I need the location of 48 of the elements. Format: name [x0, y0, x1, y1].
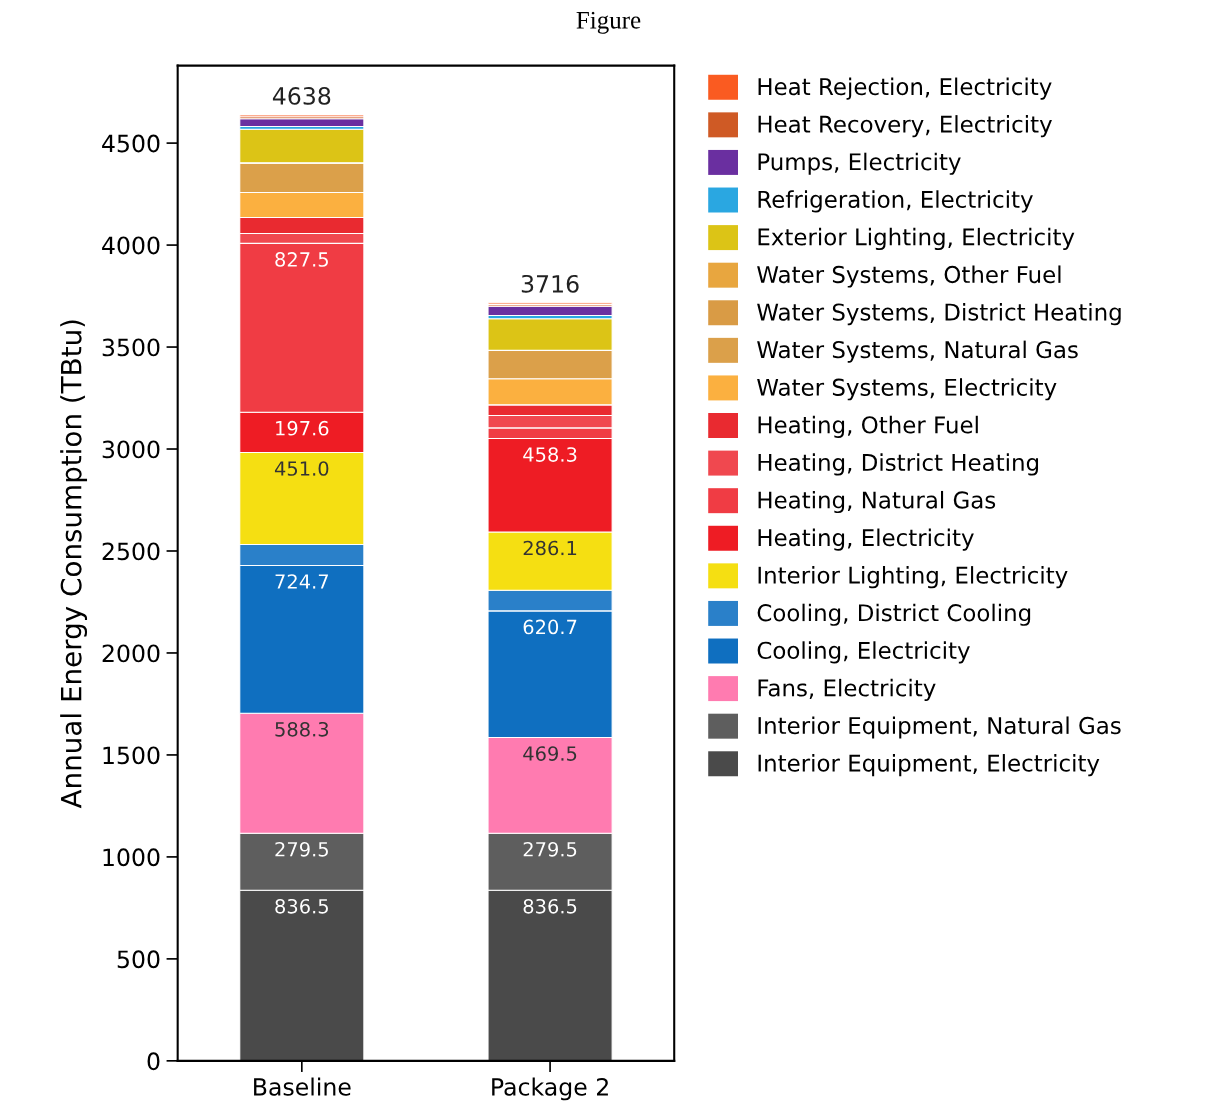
- data-label: 197.6: [276, 420, 329, 436]
- y-axis-title: Annual Energy Consumption (TBtu): [60, 320, 88, 809]
- data-label: 451.0: [274, 461, 329, 476]
- data-label: 458.3: [523, 447, 577, 462]
- y-tick-label: 2000: [102, 644, 160, 663]
- y-tick-label: 1500: [103, 746, 160, 765]
- legend-label: Water Systems, Other Fuel: [757, 265, 1061, 288]
- x-tick-label: Package 2: [492, 1077, 608, 1101]
- legend-label: Fans, Electricity: [758, 678, 936, 702]
- total-label: 4638: [272, 86, 331, 105]
- legend-label: Heating, District Heating: [758, 453, 1039, 476]
- legend-label: Pumps, Electricity: [758, 152, 961, 175]
- y-tick-label: 1000: [103, 848, 160, 867]
- legend-label: Exterior Lighting, Electricity: [758, 227, 1075, 251]
- total-label: 3716: [521, 274, 579, 293]
- legend-label: Heat Recovery, Electricity: [758, 115, 1052, 138]
- legend-label: Interior Lighting, Electricity: [758, 566, 1068, 589]
- legend-label: Cooling, Electricity: [757, 641, 970, 664]
- legend-label: Heating, Electricity: [758, 528, 974, 551]
- data-label: 286.1: [523, 540, 577, 556]
- y-tick-label: 4000: [102, 236, 160, 255]
- y-tick-label: 2500: [102, 542, 160, 561]
- data-label: 279.5: [275, 841, 328, 857]
- y-tick-label: 500: [117, 950, 160, 969]
- x-tick-label: Baseline: [254, 1077, 351, 1096]
- data-label: 588.3: [275, 721, 329, 737]
- data-label: 827.5: [275, 252, 328, 267]
- legend-label: Heat Rejection, Electricity: [758, 77, 1052, 100]
- y-tick-label: 3500: [102, 338, 160, 357]
- chart-title: Figure: [576, 11, 641, 34]
- legend-label: Interior Equipment, Natural Gas: [758, 716, 1121, 739]
- legend-label: Heating, Other Fuel: [758, 415, 978, 438]
- legend-label: Water Systems, District Heating: [757, 303, 1121, 326]
- legend-label: Interior Equipment, Electricity: [758, 754, 1100, 777]
- data-label: 279.5: [523, 841, 577, 857]
- data-label: 620.7: [523, 619, 577, 635]
- data-label: 836.5: [275, 898, 328, 914]
- data-label: 724.7: [275, 574, 328, 589]
- legend-label: Heating, Natural Gas: [758, 490, 996, 514]
- y-tick-label: 4500: [102, 134, 160, 153]
- legend-label: Cooling, District Cooling: [757, 603, 1031, 626]
- data-label: 469.5: [523, 746, 577, 761]
- y-tick-label: 3000: [102, 440, 160, 459]
- legend-label: Water Systems, Natural Gas: [757, 340, 1078, 363]
- legend-label: Refrigeration, Electricity: [758, 190, 1033, 213]
- data-label: 836.5: [523, 898, 577, 914]
- legend-label: Water Systems, Electricity: [757, 378, 1057, 401]
- y-tick-label: 0: [147, 1052, 160, 1071]
